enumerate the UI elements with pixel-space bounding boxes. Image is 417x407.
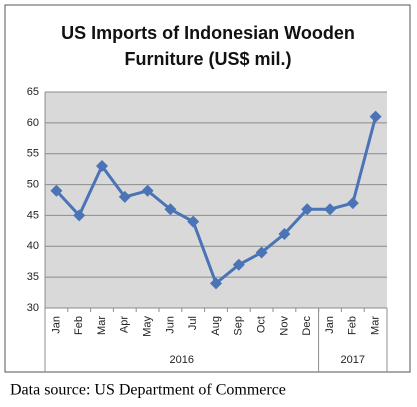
x-tick-label: Aug [210,316,222,336]
data-point [301,203,314,216]
data-point [346,197,359,210]
data-point [164,203,177,216]
x-tick-label: Feb [347,316,359,335]
plot-area [45,92,387,308]
x-tick-label: Sep [233,316,245,336]
data-point [50,184,63,197]
x-tick-label: Mar [96,316,108,335]
x-tick-label: Apr [119,316,131,333]
x-tick-label: Jun [164,316,176,334]
y-tick-label: 30 [27,302,39,314]
source-note: Data source: US Department of Commerce [10,382,286,399]
y-tick-label: 40 [27,240,39,252]
x-tick-label: Mar [370,316,382,335]
y-tick-label: 35 [27,271,39,283]
data-point [118,190,131,203]
x-tick-label: Nov [278,316,290,336]
x-tick-label: Jan [324,316,336,334]
data-point [141,184,154,197]
data-point [232,258,245,271]
x-tick-label: Jul [187,316,199,330]
data-point [255,246,268,259]
y-tick-label: 45 [27,209,39,221]
data-point [324,203,336,216]
chart-title: US Imports of Indonesian Wooden [61,23,355,43]
data-point [96,160,108,173]
chart-title: Furniture (US$ mil.) [124,49,291,69]
y-tick-label: 60 [27,117,39,129]
y-tick-label: 55 [27,148,39,160]
x-tick-label: Feb [73,316,85,335]
x-tick-label: Dec [301,316,313,336]
group-label: 2017 [341,354,365,366]
y-tick-label: 50 [27,178,39,190]
y-tick-label: 65 [27,86,39,98]
data-point [369,110,382,123]
data-point [187,215,200,228]
x-tick-label: Jan [50,316,62,334]
data-point [73,209,86,222]
group-label: 2016 [170,354,194,366]
x-tick-label: Oct [256,316,268,333]
data-point [210,277,222,290]
x-tick-label: May [142,316,154,337]
data-point [278,227,291,240]
